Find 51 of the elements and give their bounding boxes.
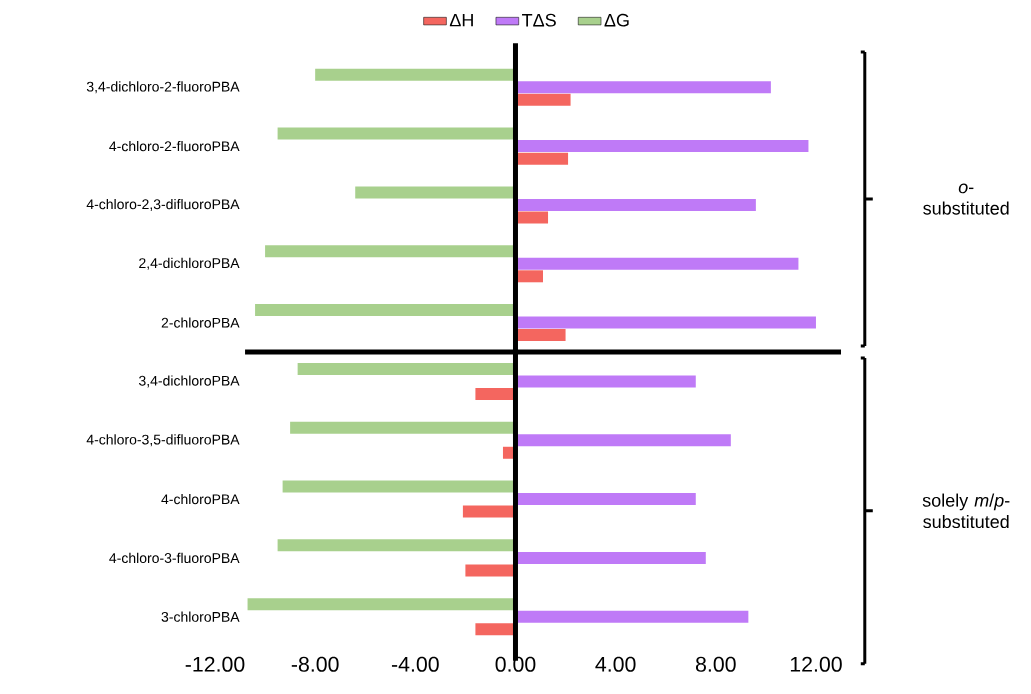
- y-tick-label: 2,4-dichloroPBA: [139, 257, 240, 270]
- bar: [282, 480, 516, 493]
- text: solely m/p-substituted: [922, 493, 1010, 529]
- bar: [277, 539, 516, 552]
- legend-label: ΔG: [604, 13, 629, 27]
- bar: [255, 304, 516, 317]
- legend-label: ΔH: [449, 13, 473, 27]
- bar: [515, 152, 569, 165]
- bar: [515, 270, 544, 283]
- bar: [355, 186, 516, 199]
- text: o-substituted: [923, 183, 1009, 215]
- bar: [515, 257, 799, 270]
- bar: [515, 434, 731, 447]
- y-tick-label: 4-chloro-3-fluoroPBA: [109, 552, 240, 564]
- bar: [315, 68, 516, 81]
- bar: [515, 551, 706, 564]
- y-tick-label: 3-chloroPBA: [161, 611, 240, 622]
- bar: [290, 421, 516, 434]
- x-tick-label: 0.00: [495, 656, 536, 672]
- bar: [475, 623, 516, 636]
- x-tick-label: 12.00: [790, 656, 842, 672]
- x-tick-label: -8.00: [291, 656, 339, 672]
- y-tick-label: 4-chloro-2-fluoroPBA: [109, 140, 240, 152]
- x-tick-label: -12.00: [185, 656, 245, 672]
- bar: [515, 81, 771, 94]
- bar: [515, 140, 809, 153]
- bar: [462, 505, 516, 518]
- y-tick-label: 2-chloroPBA: [161, 317, 240, 328]
- bar: [247, 598, 516, 611]
- y-tick-label: 3,4-dichloroPBA: [138, 375, 240, 388]
- x-tick-label: 8.00: [695, 656, 736, 672]
- bar: [515, 493, 696, 506]
- bar: [515, 93, 571, 106]
- bar: [515, 198, 756, 211]
- bar: [515, 375, 696, 388]
- bar: [465, 564, 516, 577]
- bar: [515, 610, 749, 623]
- x-tick-label: -4.00: [391, 656, 439, 672]
- bar: [515, 316, 816, 329]
- y-tick-label: 4-chloroPBA: [161, 493, 240, 505]
- bar: [265, 245, 516, 258]
- bar: [475, 387, 516, 400]
- y-tick-label: 4-chloro-2,3-difluoroPBA: [86, 198, 240, 211]
- bar: [297, 362, 516, 375]
- bar: [515, 211, 549, 224]
- x-tick-label: 4.00: [595, 656, 636, 672]
- bar: [277, 127, 516, 140]
- bar: [515, 329, 566, 342]
- y-tick-label: 3,4-dichloro-2-fluoroPBA: [86, 81, 240, 94]
- legend-label: TΔS: [522, 13, 556, 27]
- y-tick-label: 4-chloro-3,5-difluoroPBA: [86, 434, 240, 447]
